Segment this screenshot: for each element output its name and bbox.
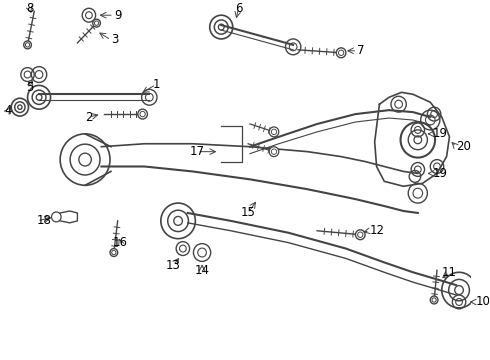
Text: 10: 10 xyxy=(475,296,490,309)
Text: 11: 11 xyxy=(442,266,457,279)
Text: 18: 18 xyxy=(37,214,52,228)
Text: 1: 1 xyxy=(152,78,160,91)
Text: 13: 13 xyxy=(166,259,181,272)
Circle shape xyxy=(110,248,118,256)
Text: 14: 14 xyxy=(195,264,210,277)
Circle shape xyxy=(93,19,100,27)
Text: 9: 9 xyxy=(114,9,122,22)
Text: 6: 6 xyxy=(235,2,242,15)
Text: 17: 17 xyxy=(190,145,205,158)
Circle shape xyxy=(336,48,346,58)
Text: 5: 5 xyxy=(26,81,33,94)
Text: 12: 12 xyxy=(370,224,385,237)
Text: 20: 20 xyxy=(456,140,471,153)
Text: 19: 19 xyxy=(432,127,447,140)
Text: 15: 15 xyxy=(241,207,255,220)
Circle shape xyxy=(269,147,279,157)
Text: 2: 2 xyxy=(85,111,93,123)
Circle shape xyxy=(138,109,147,119)
Circle shape xyxy=(269,127,279,137)
Circle shape xyxy=(430,296,438,304)
Text: 8: 8 xyxy=(26,2,33,15)
Text: 4: 4 xyxy=(4,104,12,117)
Text: 7: 7 xyxy=(357,44,365,57)
Circle shape xyxy=(355,230,365,240)
Text: 19: 19 xyxy=(432,167,447,180)
Text: 3: 3 xyxy=(111,33,119,46)
Circle shape xyxy=(24,41,31,49)
Text: 16: 16 xyxy=(113,236,128,249)
